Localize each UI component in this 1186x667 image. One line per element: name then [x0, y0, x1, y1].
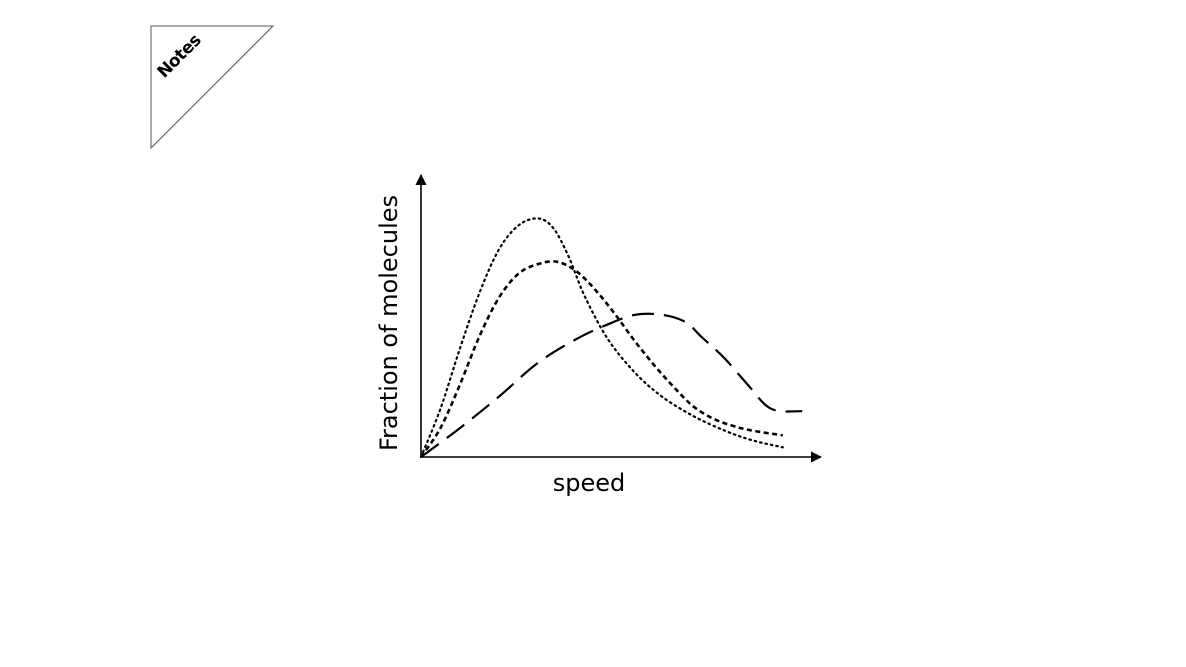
series-line-1-dotted [419, 217, 784, 459]
y-axis-title: Fraction of molecules [375, 195, 403, 451]
series-line-2-dashed [419, 260, 783, 458]
x-axis-title: speed [553, 469, 626, 497]
notes-tab-icon[interactable] [150, 25, 275, 150]
series-line-3-long-dashed [420, 312, 803, 458]
series-layer [419, 217, 803, 459]
